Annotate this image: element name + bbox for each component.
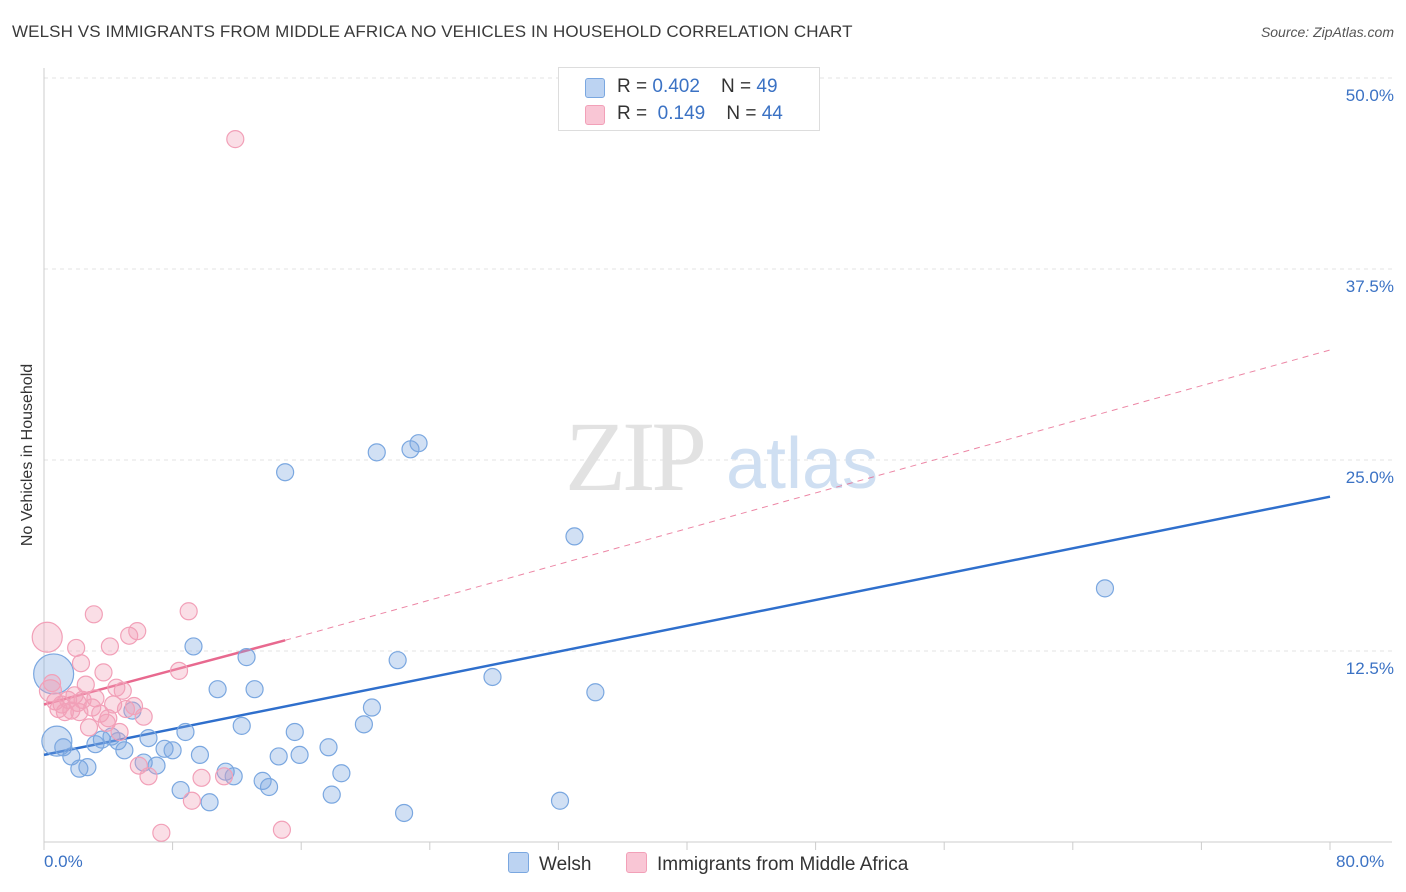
welsh-point-46 <box>565 527 584 546</box>
africa-point-24 <box>99 709 118 728</box>
source-label: Source: ZipAtlas.com <box>1260 24 1394 40</box>
welsh-point-13 <box>139 728 158 748</box>
welsh-point-25 <box>232 716 251 735</box>
welsh-point-44 <box>483 667 502 687</box>
legend-n-label: N = <box>726 103 762 124</box>
welsh-point-34 <box>319 738 338 757</box>
y-tick-label-2: 37.5% <box>1345 277 1394 296</box>
stats-legend: R = 0.402 N = 49 R = 0.149 N = 44 <box>558 67 820 131</box>
africa-point-23 <box>100 637 120 656</box>
africa-point-15 <box>71 654 91 673</box>
legend-n-label: N = <box>721 76 757 97</box>
legend-swatch-welsh <box>585 78 605 98</box>
welsh-point-33 <box>290 745 309 765</box>
welsh-point-32 <box>285 722 304 742</box>
trend-lines <box>43 349 1331 757</box>
y-tick-label-0: 12.5% <box>1345 659 1394 678</box>
welsh-point-43 <box>409 434 428 453</box>
africa-point-40 <box>192 768 211 787</box>
chart-title: WELSH VS IMMIGRANTS FROM MIDDLE AFRICA N… <box>12 22 853 41</box>
africa-point-42 <box>226 130 245 149</box>
trend-line-welsh <box>43 495 1331 757</box>
welsh-point-24 <box>224 767 243 786</box>
trend-line-africa-extension <box>284 349 1331 641</box>
africa-point-21 <box>94 663 113 682</box>
africa-point-27 <box>110 722 129 742</box>
legend-r-value-welsh: 0.402 <box>652 76 700 97</box>
bottom-legend-swatch-africa <box>626 852 647 873</box>
welsh-point-29 <box>259 777 279 797</box>
africa-point-14 <box>76 675 95 694</box>
africa-point-18 <box>86 689 105 708</box>
welsh-point-38 <box>362 698 382 717</box>
legend-r-value-africa: 0.149 <box>657 103 706 124</box>
welsh-point-31 <box>276 463 295 482</box>
welsh-point-45 <box>550 791 570 810</box>
y-tick-label-3: 50.0% <box>1345 86 1394 105</box>
welsh-point-26 <box>237 648 256 667</box>
gridlines <box>44 77 1392 652</box>
welsh-point-20 <box>190 745 210 765</box>
africa-point-2 <box>42 673 62 693</box>
legend-r-label: R = <box>617 76 653 97</box>
africa-point-0 <box>31 621 63 653</box>
africa-point-32 <box>128 622 147 641</box>
bottom-legend-label-africa: Immigrants from Middle Africa <box>657 854 909 875</box>
welsh-point-5 <box>78 758 97 777</box>
legend-r-label: R = <box>617 103 653 124</box>
africa-point-28 <box>113 681 132 700</box>
x-tick-label-min: 0.0% <box>44 852 83 871</box>
africa-point-16 <box>79 718 99 737</box>
watermark-atlas: atlas <box>726 424 878 504</box>
welsh-point-17 <box>171 780 190 800</box>
welsh-point-9 <box>108 732 128 751</box>
legend-n-value-africa: 44 <box>761 103 783 124</box>
watermark-zip: ZIP <box>565 401 703 512</box>
watermark: ZIP atlas <box>565 401 878 512</box>
welsh-point-30 <box>269 747 288 766</box>
welsh-point-39 <box>367 443 386 462</box>
welsh-point-16 <box>163 741 182 760</box>
africa-point-36 <box>152 823 171 842</box>
welsh-point-47 <box>586 683 605 702</box>
welsh-point-41 <box>394 803 414 823</box>
x-tick-label-max: 80.0% <box>1336 852 1385 871</box>
legend-n-value-welsh: 49 <box>756 76 778 97</box>
africa-point-10 <box>68 693 87 713</box>
legend-swatch-africa <box>585 105 605 125</box>
africa-point-37 <box>169 661 189 680</box>
africa-point-41 <box>214 767 234 786</box>
africa-point-11 <box>67 638 86 658</box>
welsh-point-48 <box>1095 579 1115 598</box>
welsh-point-27 <box>245 680 264 699</box>
welsh-point-22 <box>208 680 227 699</box>
bottom-legend-swatch-welsh <box>508 852 529 873</box>
bottom-legend-africa: Immigrants from Middle Africa <box>626 852 908 876</box>
welsh-point-18 <box>176 722 195 742</box>
welsh-point-40 <box>388 651 407 670</box>
africa-point-43 <box>272 820 292 839</box>
welsh-point-19 <box>184 637 203 656</box>
axes <box>43 68 1392 850</box>
africa-point-34 <box>134 707 153 726</box>
bottom-legend-welsh: Welsh <box>508 852 591 876</box>
welsh-point-37 <box>354 715 373 734</box>
welsh-point-36 <box>332 764 351 783</box>
welsh-point-21 <box>200 793 219 812</box>
welsh-point-10 <box>115 741 134 760</box>
africa-point-39 <box>182 791 201 810</box>
africa-point-19 <box>84 605 103 624</box>
trend-line-africa <box>43 639 286 706</box>
africa-point-38 <box>179 602 198 621</box>
welsh-point-35 <box>322 785 341 804</box>
bottom-legend-label-welsh: Welsh <box>539 854 592 875</box>
africa-point-35 <box>139 767 158 786</box>
africa-point-1 <box>38 679 63 703</box>
series-immigrants-from-middle-africa <box>31 130 292 842</box>
y-tick-label-1: 25.0% <box>1345 468 1394 487</box>
